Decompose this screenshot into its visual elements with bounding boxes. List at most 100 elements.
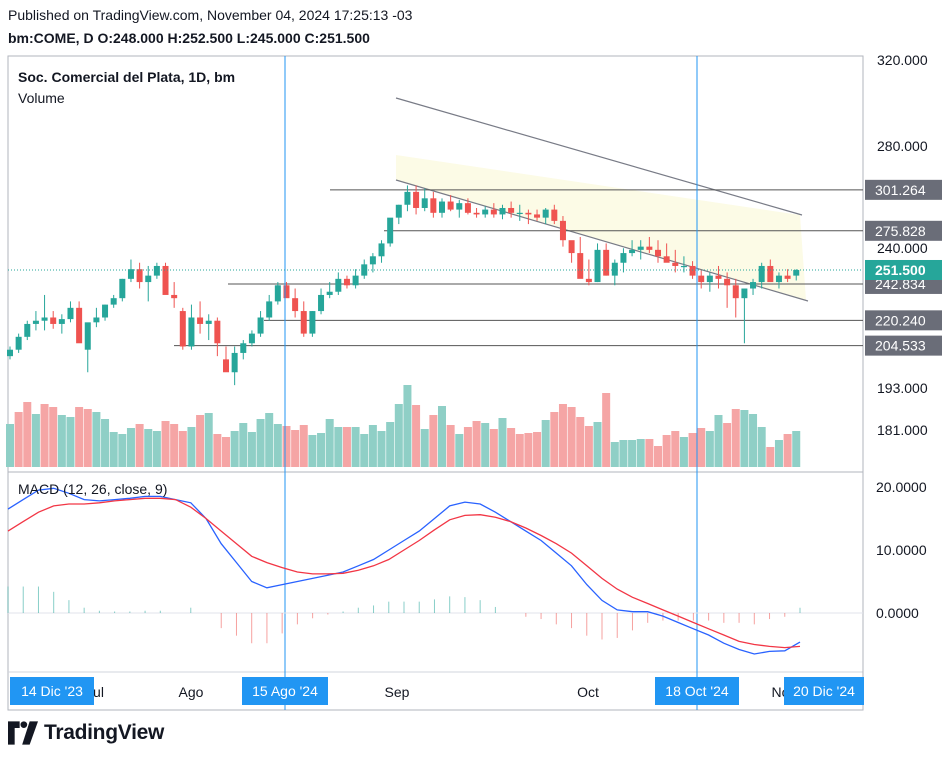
candle-body bbox=[655, 249, 661, 257]
candle-body bbox=[153, 265, 160, 276]
candle-body bbox=[534, 214, 541, 218]
volume-bar bbox=[783, 434, 792, 467]
volume-bar bbox=[394, 404, 403, 467]
candle-body bbox=[750, 282, 757, 289]
volume-bar bbox=[524, 433, 533, 467]
candle-body bbox=[76, 307, 83, 344]
date-highlight-label: 20 Dic '24 bbox=[793, 683, 855, 699]
volume-bar bbox=[368, 425, 377, 467]
time-tick-label: Ago bbox=[179, 684, 204, 700]
volume-bar bbox=[342, 427, 351, 467]
candle-body bbox=[84, 322, 91, 350]
date-highlight-box-1 bbox=[242, 677, 328, 705]
volume-bar bbox=[282, 426, 291, 467]
volume-bar bbox=[757, 427, 766, 467]
level-label: 204.533 bbox=[875, 338, 926, 354]
volume-bar bbox=[481, 423, 490, 467]
volume-bar bbox=[714, 415, 723, 467]
candle-body bbox=[542, 209, 549, 218]
candle-body bbox=[343, 278, 350, 286]
price-tick-label: 240.000 bbox=[877, 240, 928, 256]
volume-bar bbox=[6, 424, 14, 467]
volume-bar bbox=[178, 431, 187, 467]
volume-bar bbox=[749, 414, 758, 467]
volume-bar bbox=[334, 427, 343, 467]
candle-body bbox=[197, 317, 204, 324]
volume-bar bbox=[351, 427, 360, 467]
candle-body bbox=[663, 256, 670, 263]
candle-body bbox=[421, 198, 428, 208]
candle-body bbox=[499, 207, 506, 215]
date-highlight-box-3 bbox=[784, 677, 864, 705]
volume-bar bbox=[83, 409, 92, 467]
volume-bar bbox=[118, 434, 127, 467]
candle-body bbox=[430, 198, 437, 213]
candle-body bbox=[283, 285, 290, 299]
candle-body bbox=[352, 275, 359, 286]
level-label-box-4 bbox=[865, 335, 942, 356]
candle-body bbox=[179, 311, 186, 347]
candle-body bbox=[67, 307, 74, 320]
volume-bar bbox=[386, 422, 395, 467]
volume-bar bbox=[204, 413, 213, 467]
candle-body bbox=[335, 278, 342, 292]
volume-bar bbox=[291, 430, 300, 467]
date-highlight-label: 15 Ago '24 bbox=[252, 683, 318, 699]
candle-body bbox=[119, 278, 126, 299]
candle-body bbox=[58, 319, 65, 324]
candle-body bbox=[559, 220, 566, 241]
candle-body bbox=[266, 301, 273, 318]
candle-body bbox=[110, 298, 117, 305]
candle-body bbox=[646, 246, 653, 250]
candle-body bbox=[594, 249, 601, 283]
candle-body bbox=[50, 317, 57, 324]
candle-body bbox=[395, 204, 402, 218]
brand-name: TradingView bbox=[44, 721, 165, 744]
candle-body bbox=[387, 217, 394, 244]
channel-fill bbox=[396, 155, 806, 300]
volume-bar bbox=[92, 412, 101, 467]
candle-body bbox=[378, 243, 385, 257]
candle-body bbox=[637, 246, 644, 250]
volume-bar bbox=[740, 410, 749, 467]
last-price-label: 251.500 bbox=[875, 262, 926, 278]
volume-bar bbox=[498, 418, 507, 467]
candle-body bbox=[240, 343, 247, 353]
candle-body bbox=[516, 212, 523, 215]
volume-bar bbox=[273, 424, 282, 467]
candle-body bbox=[767, 265, 774, 283]
candle-body bbox=[585, 278, 592, 283]
volume-bar bbox=[14, 412, 23, 467]
date-highlight-label: 14 Dic '23 bbox=[21, 683, 83, 699]
candle-body bbox=[741, 288, 748, 299]
candle-body bbox=[93, 317, 100, 323]
ohlc-values: O:248.000 H:252.500 L:245.000 C:251.500 bbox=[97, 30, 369, 46]
candle-body bbox=[274, 285, 281, 302]
volume-bar bbox=[705, 431, 714, 467]
volume-bar bbox=[558, 404, 567, 467]
date-highlight-label: 18 Oct '24 bbox=[665, 683, 729, 699]
price-tick-label: 181.000 bbox=[877, 422, 928, 438]
candle-body bbox=[672, 262, 679, 266]
volume-bar bbox=[662, 435, 671, 467]
volume-bar bbox=[472, 421, 481, 467]
ohlc-header: bm:COME, D O:248.000 H:252.500 L:245.000… bbox=[8, 30, 370, 46]
volume-bar bbox=[507, 428, 516, 467]
volume-bar bbox=[360, 434, 369, 467]
tradingview-logo[interactable]: TradingView bbox=[8, 721, 164, 745]
candle-body bbox=[326, 291, 333, 295]
candle-body bbox=[629, 249, 636, 254]
volume-bar bbox=[49, 407, 58, 467]
macd-tick-label: 20.0000 bbox=[876, 479, 927, 495]
candle-body bbox=[724, 278, 731, 286]
volume-bar bbox=[126, 428, 135, 467]
candle-body bbox=[698, 275, 705, 283]
candle-body bbox=[611, 262, 618, 276]
candle-body bbox=[162, 265, 169, 295]
candle-body bbox=[447, 201, 454, 210]
volume-bar bbox=[101, 419, 110, 467]
volume-bar bbox=[636, 439, 645, 467]
volume-bar bbox=[602, 393, 611, 467]
price-tick-label: 280.000 bbox=[877, 138, 928, 154]
